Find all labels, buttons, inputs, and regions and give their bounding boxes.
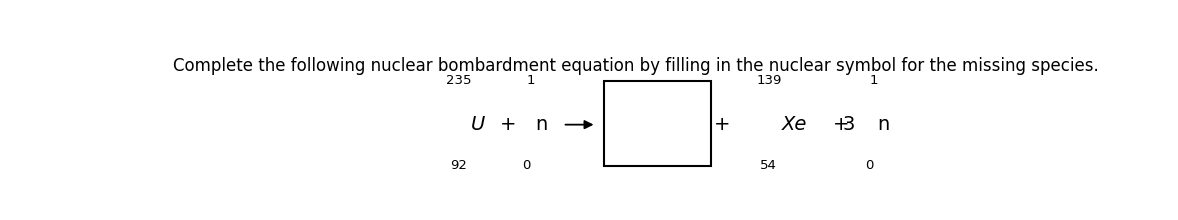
Text: n: n — [878, 115, 889, 134]
Text: 0: 0 — [865, 159, 873, 172]
FancyBboxPatch shape — [604, 81, 712, 166]
Text: +: + — [833, 115, 849, 134]
Text: 1: 1 — [527, 74, 535, 87]
Text: +: + — [499, 115, 516, 134]
Text: 0: 0 — [522, 159, 531, 172]
Text: U: U — [471, 115, 485, 134]
Text: +: + — [714, 115, 730, 134]
Text: 3: 3 — [842, 115, 855, 134]
Text: 1: 1 — [869, 74, 878, 87]
Text: 235: 235 — [445, 74, 471, 87]
Text: Xe: Xe — [782, 115, 807, 134]
Text: 54: 54 — [760, 159, 777, 172]
Text: 92: 92 — [450, 159, 466, 172]
Text: Complete the following nuclear bombardment equation by filling in the nuclear sy: Complete the following nuclear bombardme… — [173, 57, 1099, 75]
Text: 139: 139 — [756, 74, 782, 87]
Text: n: n — [535, 115, 548, 134]
